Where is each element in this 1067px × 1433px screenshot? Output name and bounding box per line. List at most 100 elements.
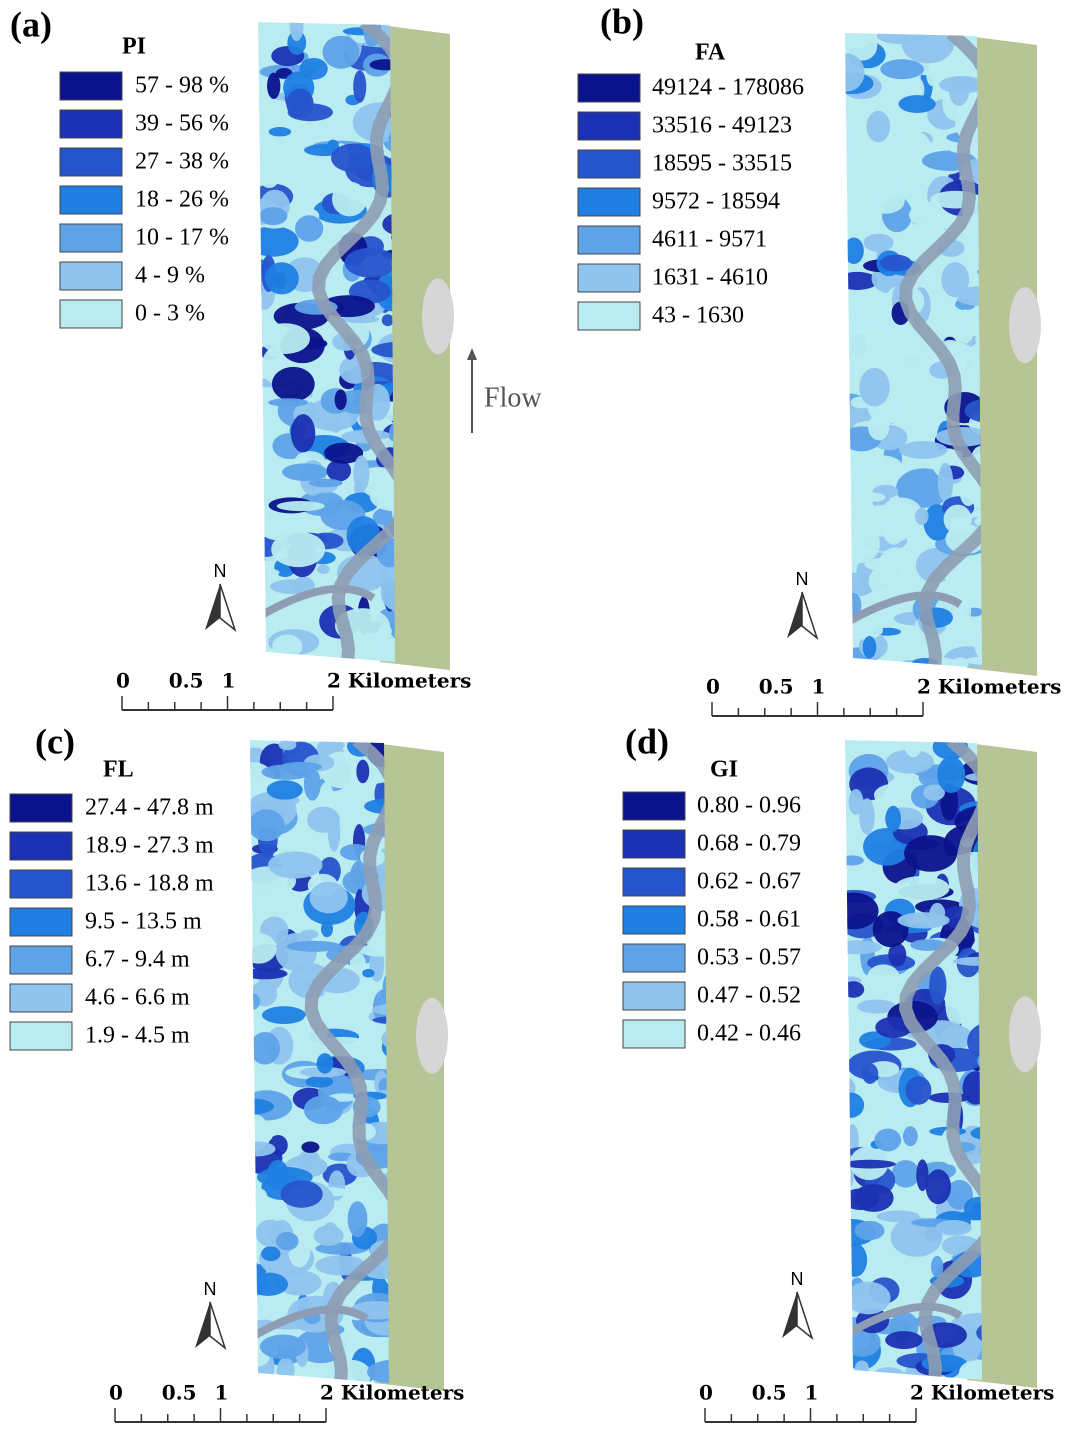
scale-label: 0.5 [759,675,794,699]
legend-swatch [577,187,641,217]
map-patch [845,1242,868,1277]
map-patch [374,437,395,448]
map-patch [845,1183,853,1217]
map-patch [301,1141,320,1153]
map-patch [349,952,366,974]
map-patch [845,328,880,364]
map-patch [342,315,380,324]
map-patch [848,788,864,816]
legend-label: 0.58 - 0.61 [697,907,801,933]
map-patch [362,968,375,978]
terrain [967,36,1037,676]
map-patch [286,88,314,119]
legend-swatch [59,185,123,215]
legend-label: 57 - 98 % [135,73,229,99]
map-patch [250,933,277,964]
map-patch [945,987,968,1026]
map-patch [853,1184,894,1212]
map-patch [865,188,905,214]
map-patch [885,805,902,832]
map-patch [925,1169,951,1205]
map-patch [303,1095,343,1125]
legend-label: 33516 - 49123 [652,113,792,139]
map-patch [859,798,875,835]
map-patch [966,245,982,259]
map-patch [859,367,890,407]
legend-label: 1.9 - 4.5 m [85,1023,190,1049]
legend-swatch [622,791,686,821]
map-patch [845,572,876,597]
map-patch [868,414,890,441]
map-patch [295,215,324,242]
legend-swatch [622,829,686,859]
north-arrow-right [219,583,237,633]
map-patch [264,262,299,295]
map-patch [930,1255,944,1278]
legend-label: 0 - 3 % [135,301,205,327]
panel-label: (b) [600,1,644,41]
map-patch [946,1179,973,1210]
legend-swatch [9,945,73,975]
map-patch [266,780,303,800]
legend-swatch [59,71,123,101]
map-patch [278,740,297,751]
map-patch [910,939,947,951]
map-land [845,33,982,668]
map-patch [866,110,891,143]
map-patch [949,77,969,106]
terrain-hill [1009,996,1041,1073]
scale-label: 0.5 [162,1381,197,1405]
map-patch [854,1360,870,1376]
map-patch [316,1053,334,1074]
legend-swatch [622,1019,686,1049]
river [312,22,395,662]
map-patch [896,468,952,508]
legend-label: 18 - 26 % [135,187,229,213]
scale-label: 2 Kilometers [917,675,1061,699]
map-patch [943,504,972,534]
legend-swatch [577,149,641,179]
legend-swatch [9,1021,73,1051]
map-patch [261,764,312,780]
map-patch [965,656,982,666]
map-patch [250,809,285,842]
legend-title: PI [122,34,146,60]
map-patch [259,168,279,189]
map-patch [250,1098,275,1115]
map-patch [275,1231,299,1251]
map-patch [299,23,323,34]
map-patch [926,64,940,87]
map-patch [347,1201,368,1238]
legend-swatch [59,147,123,177]
legend-swatch [59,299,123,329]
map-patch [931,314,973,337]
map-patch [250,1141,276,1157]
map-patch [863,233,894,252]
map-patch [259,207,288,226]
map-patch [328,415,343,433]
legend-title: FA [695,40,726,66]
map-patch [845,981,865,998]
map-patch [330,1000,354,1013]
map-patch [259,1334,307,1359]
scale-label: 0.5 [752,1381,787,1405]
map-patch [332,181,368,217]
map-patch [845,1159,896,1169]
legend-label: 0.62 - 0.67 [697,869,801,895]
legend-label: 27.4 - 47.8 m [85,795,214,821]
map-patch [324,442,364,464]
map-patch [845,159,886,173]
map-patch [353,455,370,492]
panel-label: (d) [625,721,669,761]
map-patch [898,1196,926,1206]
map-patch [854,1220,885,1241]
map-patch [356,759,370,784]
legend-label: 13.6 - 18.8 m [85,871,214,897]
map-patch [873,783,914,807]
map-patch [893,875,950,901]
map-patch [845,94,862,111]
terrain-hill [422,278,454,355]
legend-label: 1631 - 4610 [652,265,768,291]
scale-label: 1 [812,675,826,699]
